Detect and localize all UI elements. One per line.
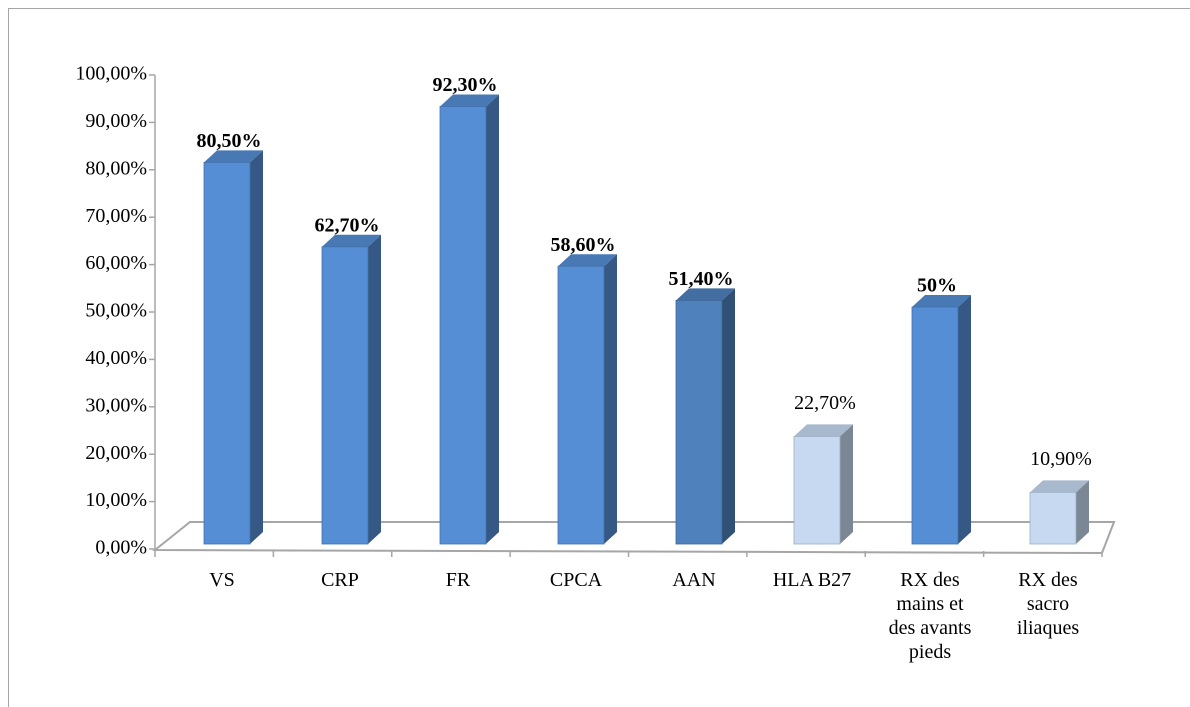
x-tick-label: CPCA [550,569,603,591]
y-tick-label: 70,00% [85,205,147,227]
bar-front [439,106,487,545]
bar-front [203,162,251,545]
bar-side [958,295,971,544]
bar-side [250,150,263,544]
bar-side [840,424,853,544]
x-tick-label: VS [209,569,235,591]
y-tick-label: 30,00% [85,394,147,416]
y-tick-label: 40,00% [85,347,147,369]
x-tick-label-line: CPCA [550,569,603,591]
y-tick-label: 60,00% [85,252,147,274]
bar-top [322,234,381,247]
x-tick-label-line: FR [446,569,471,591]
bar [911,295,971,545]
data-label: 92,30% [433,74,498,96]
y-tick-label: 50,00% [85,300,147,322]
x-tick-label-line: sacro [1027,593,1069,615]
y-tick-label: 10,00% [85,489,147,511]
x-tick-label: FR [446,569,471,591]
bar [203,150,263,545]
bar-front [321,246,369,545]
y-tick-label: 90,00% [85,110,147,132]
x-tick-label-line: pieds [909,641,951,663]
bar-front [1029,491,1077,545]
bar-top [440,94,499,107]
bar-top [558,254,617,267]
bar [675,288,735,545]
data-label: 80,50% [197,130,262,152]
y-tick-label: 0,00% [95,537,147,559]
x-tick-label-line: mains et [896,593,964,615]
bar-front [911,306,959,545]
data-label: 22,70% [794,392,856,414]
data-label: 51,40% [669,268,734,290]
bar-front [675,299,723,545]
y-tick-label: 80,00% [85,157,147,179]
data-label: 10,90% [1030,448,1092,470]
bar [321,234,381,545]
bar-front [793,436,841,545]
y-tick-label: 20,00% [85,442,147,464]
x-tick-label-line: RX des [1018,569,1078,591]
floor [152,521,1116,555]
x-tick-label-line: VS [209,569,235,591]
bar [439,94,499,545]
x-tick-label-line: des avants [889,617,972,639]
bar-top [912,295,971,307]
x-tick-label: RX des mains et des avants pieds [889,569,972,663]
bar-side [1076,480,1089,544]
bar-side [486,94,499,545]
data-label: 62,70% [315,214,380,236]
bar-top [204,150,263,163]
bar-top [794,424,853,437]
bar [557,254,617,545]
x-tick-label-line: RX des [900,569,960,591]
x-tick-label: HLA B27 [773,569,851,591]
bar-front [557,265,605,545]
bar-top [1030,480,1089,493]
x-tick-label: AAN [672,569,715,591]
y-tick-label: 100,00% [75,63,147,85]
bar-side [604,254,617,544]
data-label: 50% [917,275,957,297]
x-tick-label: CRP [321,569,359,591]
x-tick-label-line: AAN [672,569,715,591]
x-tick-label-line: HLA B27 [773,569,851,591]
x-tick-label: RX des sacro iliaques [1017,569,1079,639]
bar-top [676,288,735,301]
bar-side [722,288,735,544]
bar [793,424,853,545]
x-tick-label-line: CRP [321,569,359,591]
bar-side [368,234,381,544]
x-tick-label-line: iliaques [1017,617,1079,639]
chart-frame [8,8,1190,707]
bar [1029,480,1089,545]
data-label: 58,60% [551,234,616,256]
